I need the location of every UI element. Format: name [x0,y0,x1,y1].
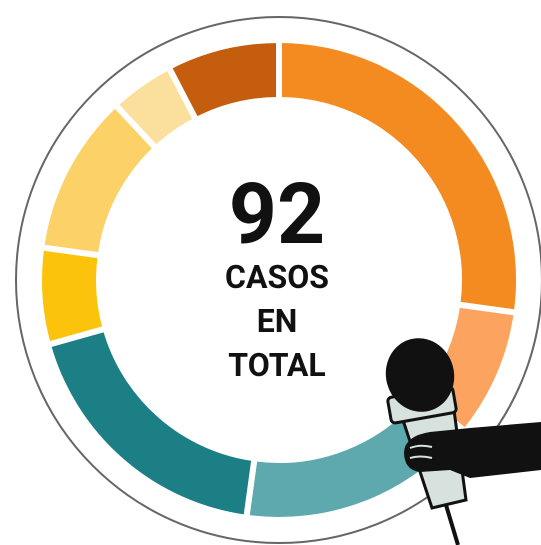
total-value: 92 [229,165,325,264]
donut-segment [48,329,255,518]
total-label: EN [257,302,298,340]
chart: 92 CASOS EN TOTAL [0,0,541,545]
total-label: TOTAL [228,346,325,384]
total-label: CASOS [225,258,329,296]
donut-segment [39,247,106,344]
